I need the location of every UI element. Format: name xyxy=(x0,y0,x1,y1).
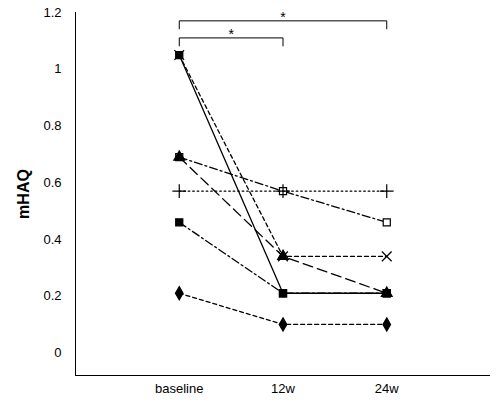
svg-text:12w: 12w xyxy=(271,381,295,396)
svg-text:0: 0 xyxy=(54,345,61,360)
svg-text:1: 1 xyxy=(54,61,61,76)
svg-text:*: * xyxy=(280,9,286,25)
svg-text:*: * xyxy=(228,26,234,42)
svg-text:mHAQ: mHAQ xyxy=(15,169,32,219)
svg-text:0.2: 0.2 xyxy=(43,288,61,303)
svg-text:0.6: 0.6 xyxy=(43,175,61,190)
svg-text:0.8: 0.8 xyxy=(43,118,61,133)
svg-text:baseline: baseline xyxy=(155,381,203,396)
svg-text:0.4: 0.4 xyxy=(43,232,61,247)
svg-text:1.2: 1.2 xyxy=(43,5,61,20)
svg-text:24w: 24w xyxy=(375,381,399,396)
